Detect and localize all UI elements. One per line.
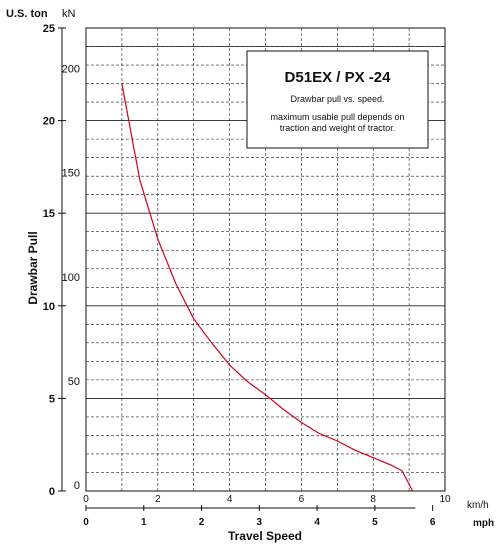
y-unit-right: kN [62, 8, 76, 20]
y-tick-label-uston: 15 [43, 208, 55, 220]
x-tick-label-kmh: 2 [155, 494, 161, 505]
y-axis-title: Drawbar Pull [26, 231, 40, 304]
x-tick-label-mph: 3 [257, 517, 263, 528]
chart-subtitle: Drawbar pull vs. speed. [290, 94, 384, 104]
x-tick-label-mph: 5 [372, 517, 378, 528]
y-tick-label-kn: 150 [62, 168, 80, 180]
plot-border [85, 27, 446, 492]
y-tick-label-uston: 10 [43, 301, 55, 313]
x-tick-label-kmh: 4 [227, 494, 233, 505]
y-tick-label-kn: 0 [74, 480, 80, 492]
chart-note-line2: traction and weight of tractor. [280, 123, 396, 133]
x-tick-label-mph: 2 [199, 517, 205, 528]
y-tick-label-uston: 0 [49, 486, 55, 498]
x-tick-label-kmh: 10 [439, 494, 451, 505]
x-tick-label-mph: 0 [83, 517, 89, 528]
chart-title: D51EX / PX -24 [285, 69, 392, 86]
x-tick-label-mph: 6 [430, 517, 436, 528]
x-tick-label-mph: 1 [141, 517, 147, 528]
y-tick-label-kn: 200 [62, 64, 80, 76]
x-tick-label-kmh: 0 [83, 494, 89, 505]
x-unit-top: km/h [467, 500, 489, 511]
y-tick-label-kn: 100 [62, 272, 80, 284]
x-unit-bottom: mph [473, 518, 494, 529]
x-tick-label-kmh: 8 [370, 494, 376, 505]
x-axis-title: Travel Speed [228, 529, 302, 543]
plot-frame [85, 27, 446, 492]
x-tick-label-mph: 4 [314, 517, 320, 528]
y-unit-left: U.S. ton [6, 8, 48, 20]
y-tick-label-uston: 25 [43, 23, 55, 35]
title-box [246, 50, 429, 149]
y-tick-label-uston: 20 [43, 116, 55, 128]
series-line [121, 83, 414, 492]
chart-note-line1: maximum usable pull depends on [270, 112, 404, 122]
y-tick-label-kn: 50 [68, 376, 80, 388]
x-tick-label-kmh: 6 [299, 494, 305, 505]
y-tick-label-uston: 5 [49, 393, 55, 405]
series-lines [121, 83, 414, 492]
